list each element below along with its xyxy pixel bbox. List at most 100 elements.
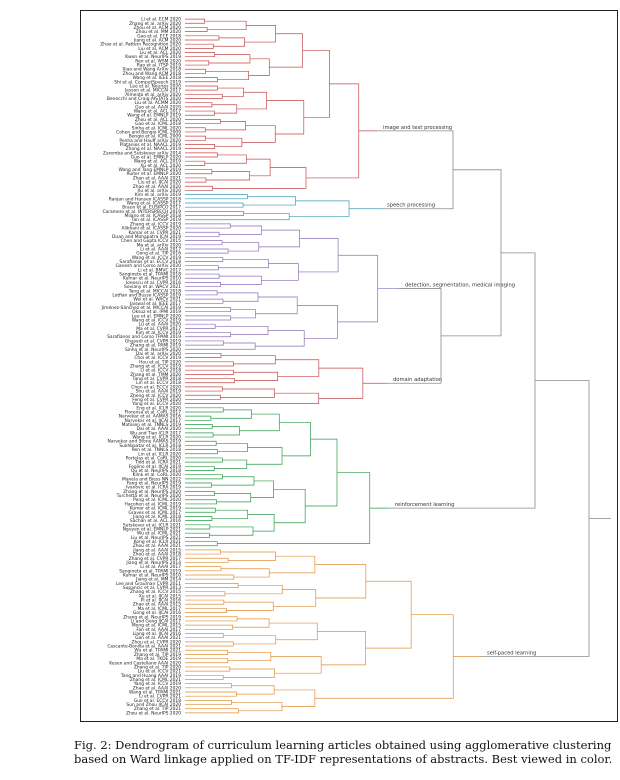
- branch-link: [185, 582, 239, 588]
- branch-link: [185, 599, 225, 605]
- top-merge-link: [377, 130, 454, 210]
- leaf-label: Xu et al. arXiv 2020: [137, 188, 181, 194]
- leaf-label: Sangineto et al. TPAMI 2018: [119, 272, 181, 278]
- branch-link: [185, 624, 234, 630]
- branch-link: [365, 580, 412, 649]
- top-merge-link: [387, 288, 442, 384]
- leaf-label: Shu et al. AAAI 2019: [136, 389, 182, 395]
- leaf-label: Sachan et al. ACL 2016: [130, 518, 181, 524]
- branch-link: [223, 635, 277, 645]
- branch-link: [185, 282, 221, 287]
- leaf-label: Sinha et al. ICML 2020: [132, 125, 182, 131]
- leaf-label: Li et al. AAAI 2017: [140, 246, 181, 252]
- branch-link: [211, 476, 255, 486]
- leaf-label: Alikhani et al. ICASSP 2020: [121, 226, 181, 232]
- branch-link: [269, 622, 318, 641]
- branch-link: [222, 242, 260, 252]
- branch-link: [317, 631, 366, 666]
- leaf-label: Zhou et al. AAAI 2021: [133, 543, 182, 549]
- branch-link: [185, 491, 215, 496]
- leaf-label: Kim et al. arXiv 2019: [135, 192, 181, 198]
- leaf-label: Lotfian and Busso ICASSP 2019: [112, 292, 181, 298]
- branch-link: [255, 296, 298, 315]
- branch-link: [289, 200, 350, 217]
- leaf-label: Chen and Gupta ICCV 2015: [121, 238, 181, 244]
- branch-link: [185, 708, 239, 714]
- leaf-label: Jiang et al. NeurIPS 2014: [125, 560, 181, 566]
- leaf-label: Kumar et al. ICML 2019: [130, 506, 182, 512]
- leaf-label: Liu et al. NeurIPS 2021: [131, 535, 181, 541]
- leaf-label: Zhou et al. ACL 2020: [135, 117, 181, 123]
- leaf-label: Choi et al. ICCV 2019: [134, 355, 181, 361]
- branch-link: [211, 104, 238, 114]
- leaf-label: Zhou et al. NeurIPS 2020: [126, 710, 181, 716]
- branch-link: [273, 488, 306, 524]
- leaf-label: Zhao et al. AAAI 2020: [133, 685, 181, 691]
- branch-link: [212, 167, 307, 189]
- leaf-label: Hacohen et al. ICML 2019: [125, 501, 182, 507]
- leaf-label: Ganesh and Corso arXiv 2020: [115, 263, 181, 269]
- branch-link: [246, 447, 283, 465]
- branch-link: [185, 432, 214, 438]
- branch-link: [214, 493, 252, 503]
- branch-link: [212, 426, 240, 436]
- branch-link: [210, 409, 252, 419]
- branch-link: [185, 248, 229, 254]
- leaf-label: Almeida et al. arXiv 2020: [125, 92, 181, 98]
- top-merge-link: [441, 169, 502, 337]
- branch-link: [185, 18, 206, 24]
- branch-link: [185, 127, 206, 133]
- leaf-label: Milano et al. ICASSP 2018: [125, 213, 182, 219]
- branch-link: [205, 121, 246, 131]
- branch-link: [211, 509, 249, 519]
- leaf-label: Soviany et al. WACV 2021: [124, 284, 181, 290]
- branch-link: [185, 541, 218, 547]
- leaf-label: Zhang et al. arXiv 2020: [129, 21, 181, 27]
- leaf-label: Qu et al. NeurIPS 2018: [131, 468, 181, 474]
- branch-link: [297, 305, 338, 339]
- leaf-label: Gong et al. TIP 2016: [136, 251, 181, 257]
- branch-link: [185, 240, 223, 246]
- leaf-label: Turchetta et al. NeurIPS 2020: [116, 493, 182, 499]
- leaf-label: Li et al. ICCV 2018: [140, 368, 181, 374]
- leaf-label: Tan et al. ICASSP 2019: [131, 217, 182, 223]
- branch-link: [185, 273, 220, 279]
- leaf-label: Rao et al. ITSP 2019: [137, 63, 181, 69]
- branch-link: [185, 449, 218, 455]
- leaf-label: Wu et al. ICML 2021: [137, 531, 181, 537]
- leaf-label: Xu et al. ACL 2020: [140, 163, 181, 169]
- branch-link: [223, 601, 274, 611]
- leaf-label: Tidd et al. ICRA 2021: [134, 460, 181, 466]
- branch-link: [185, 231, 220, 237]
- leaf-label: Sangineto et al. TPAMI 2019: [119, 568, 181, 574]
- branch-link: [255, 330, 305, 347]
- branch-link: [213, 37, 245, 47]
- leaf-label: Ghasedi et al. CVPR 2019: [125, 338, 181, 344]
- leaf-label: Zhao et al. AAAI 2015: [133, 602, 181, 608]
- leaf-label: Yang et al. ECCV 2020: [131, 401, 181, 407]
- branch-link: [248, 58, 270, 76]
- leaf-label: Liang et al. IJCAI 2016: [133, 631, 182, 637]
- branch-link: [185, 265, 219, 271]
- branch-link: [224, 585, 283, 595]
- branch-link: [185, 482, 212, 488]
- top-level-links: [377, 130, 611, 657]
- branch-link: [269, 33, 303, 68]
- branch-link: [305, 438, 338, 507]
- branch-link: [185, 223, 231, 229]
- branch-link: [337, 254, 379, 323]
- leaf-label: Jiang et al. MM 2014: [135, 577, 181, 583]
- branch-link: [185, 213, 290, 221]
- leaf-label: Florensa et al. CoRL 2017: [125, 409, 182, 415]
- branch-link: [185, 93, 223, 99]
- leaf-label: Ionescu et al. CVPR 2016: [126, 280, 181, 286]
- leaf-label: Jiang et al. ACM 2020: [133, 37, 181, 43]
- branch-link: [185, 144, 216, 150]
- branch-link: [185, 700, 232, 705]
- leaf-label: Zhao et al. AAAI 2020: [133, 184, 181, 190]
- branch-link: [185, 591, 226, 597]
- leaf-label: Guo et al. EMNLP 2020: [131, 155, 182, 161]
- branch-link: [205, 70, 249, 81]
- leaf-label: Bengio et al. ICML 2009: [129, 134, 181, 140]
